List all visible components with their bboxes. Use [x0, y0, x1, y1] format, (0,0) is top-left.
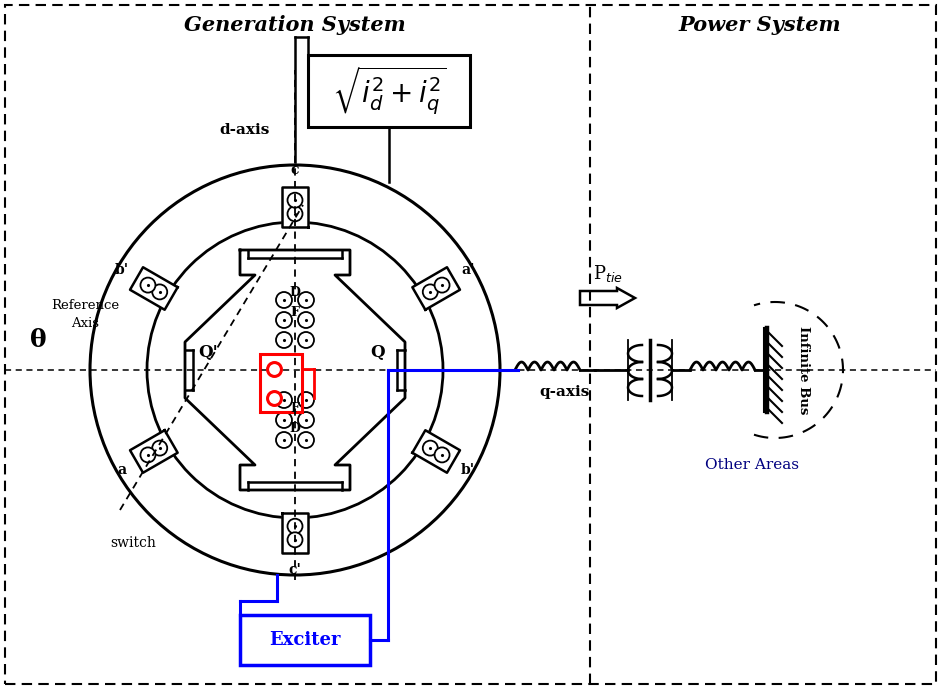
- Polygon shape: [185, 250, 405, 490]
- Text: a: a: [118, 463, 126, 477]
- Circle shape: [298, 332, 314, 348]
- Text: D: D: [290, 285, 300, 298]
- FancyArrow shape: [580, 288, 635, 308]
- Text: F: F: [291, 305, 299, 318]
- Circle shape: [276, 312, 292, 328]
- Text: Axis: Axis: [71, 316, 99, 329]
- Circle shape: [435, 447, 450, 462]
- Text: D: D: [290, 422, 300, 435]
- Bar: [308, 55, 470, 127]
- Circle shape: [152, 440, 167, 455]
- Circle shape: [298, 312, 314, 328]
- Circle shape: [423, 440, 438, 455]
- Bar: [240, 615, 370, 665]
- Circle shape: [276, 292, 292, 308]
- Polygon shape: [412, 430, 460, 473]
- Text: F: F: [291, 402, 299, 415]
- Text: c': c': [289, 563, 301, 577]
- Text: Q': Q': [199, 344, 218, 360]
- Bar: [260, 354, 302, 412]
- Polygon shape: [130, 430, 178, 473]
- Circle shape: [276, 332, 292, 348]
- Circle shape: [288, 519, 302, 534]
- Text: Infinite Bus: Infinite Bus: [797, 326, 810, 414]
- Circle shape: [298, 292, 314, 308]
- Text: Power System: Power System: [678, 15, 841, 35]
- Circle shape: [288, 206, 302, 221]
- Text: $\sqrt{i_d^2 + i_q^2}$: $\sqrt{i_d^2 + i_q^2}$: [331, 65, 446, 117]
- Text: θ: θ: [30, 328, 46, 352]
- Circle shape: [276, 392, 292, 408]
- Text: Generation System: Generation System: [184, 15, 406, 35]
- Text: c: c: [291, 163, 299, 177]
- Text: b': b': [115, 263, 129, 277]
- Circle shape: [140, 447, 155, 462]
- Polygon shape: [282, 513, 308, 553]
- Circle shape: [298, 432, 314, 448]
- Circle shape: [298, 412, 314, 428]
- Circle shape: [423, 285, 438, 300]
- Text: Q: Q: [371, 344, 385, 360]
- Text: q-axis: q-axis: [540, 385, 590, 399]
- Text: Other Areas: Other Areas: [705, 458, 799, 472]
- Text: Exciter: Exciter: [269, 631, 341, 649]
- Circle shape: [140, 278, 155, 293]
- Circle shape: [152, 285, 167, 300]
- Polygon shape: [130, 267, 178, 310]
- Circle shape: [288, 193, 302, 207]
- Circle shape: [288, 533, 302, 547]
- Circle shape: [276, 432, 292, 448]
- Text: switch: switch: [110, 536, 156, 550]
- Text: b': b': [461, 463, 475, 477]
- Text: d-axis: d-axis: [220, 123, 270, 137]
- Text: a': a': [461, 263, 475, 277]
- Circle shape: [298, 392, 314, 408]
- Circle shape: [276, 412, 292, 428]
- Polygon shape: [412, 267, 460, 310]
- Circle shape: [435, 278, 450, 293]
- Polygon shape: [282, 187, 308, 227]
- Text: Reference: Reference: [51, 298, 120, 311]
- Text: P$_{tie}$: P$_{tie}$: [593, 263, 623, 283]
